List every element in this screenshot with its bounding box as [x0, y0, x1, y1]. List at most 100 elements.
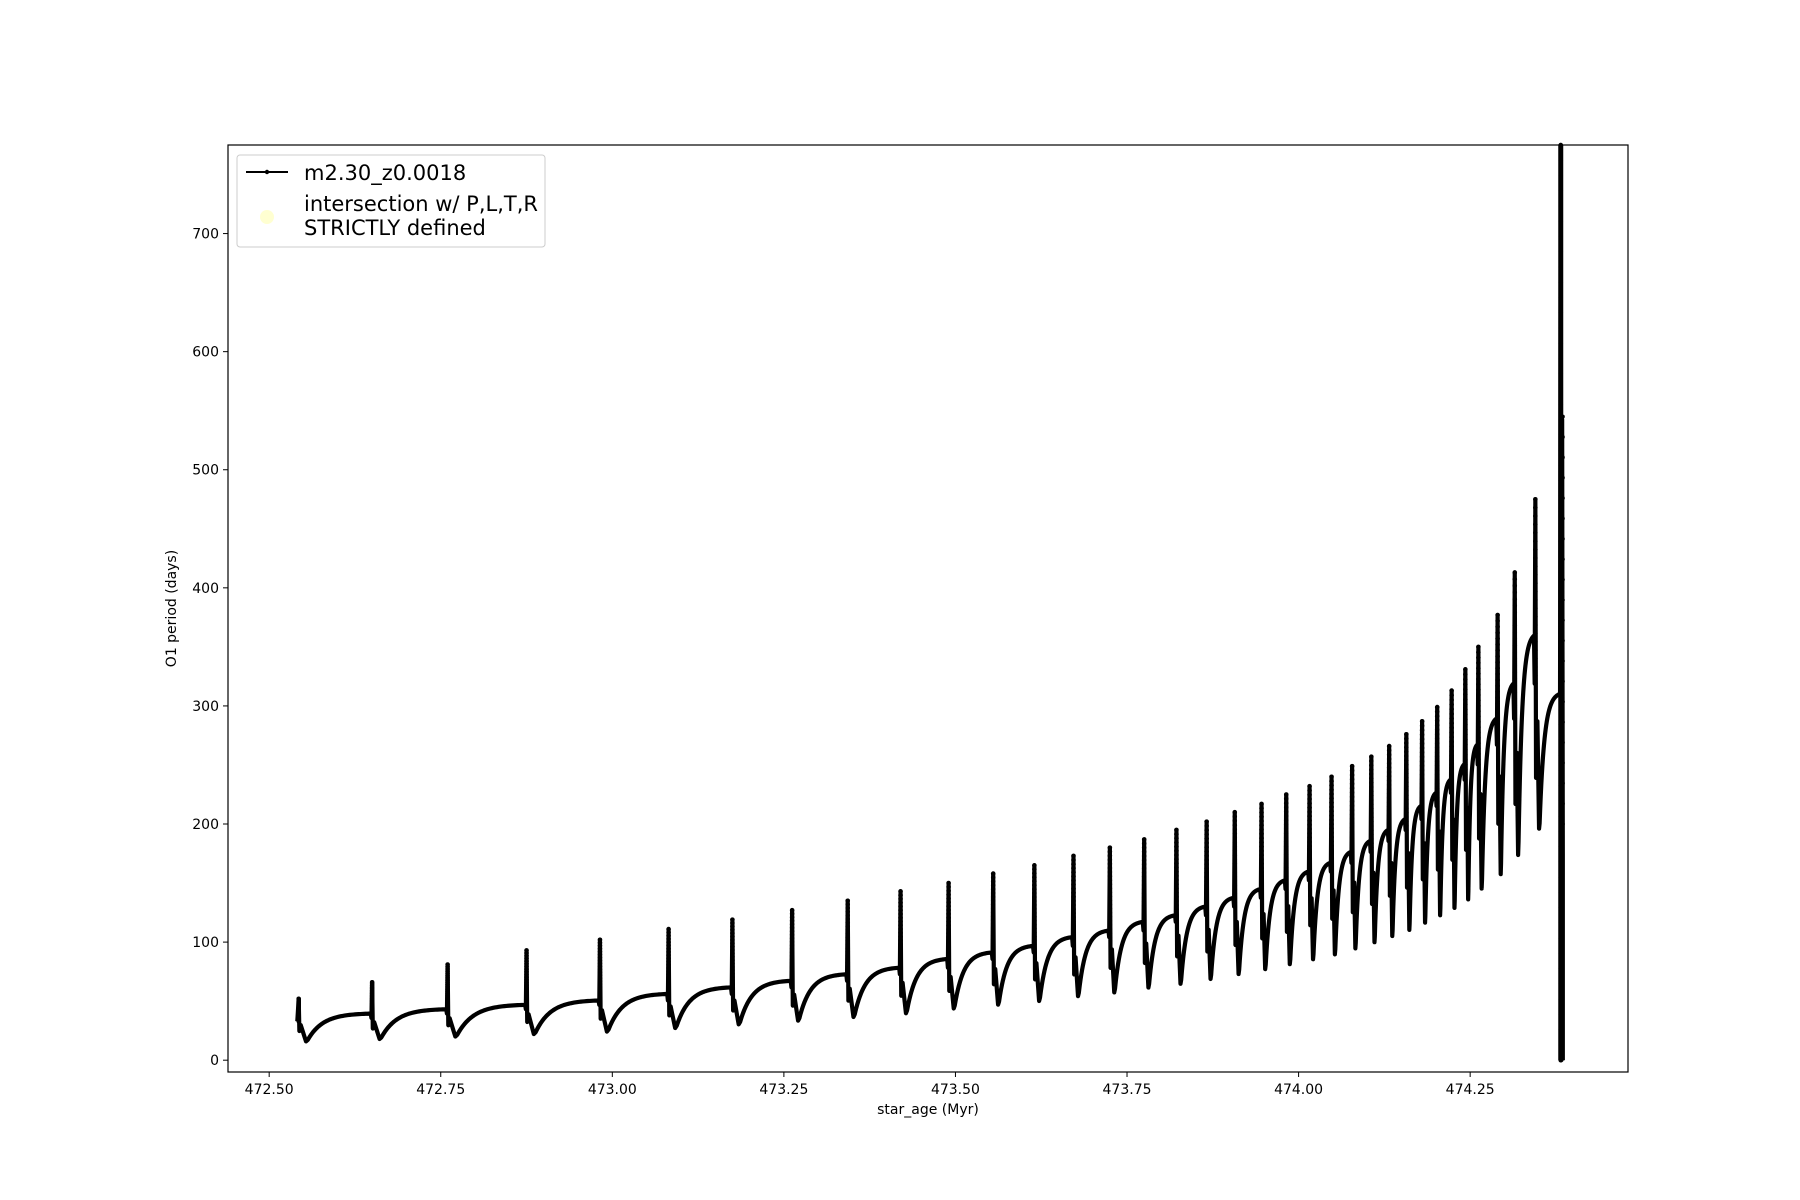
series-point	[730, 971, 735, 976]
series-point	[1404, 753, 1409, 759]
series-point	[1174, 865, 1179, 870]
series-point	[1349, 785, 1355, 791]
series-point	[1476, 746, 1481, 751]
series-point	[1560, 577, 1565, 582]
series-point	[1463, 757, 1468, 763]
series-point	[1349, 777, 1355, 782]
series-point	[990, 875, 996, 880]
series-point	[1558, 905, 1564, 910]
series-point	[1476, 649, 1481, 655]
series-point	[1560, 659, 1565, 664]
series-point	[1349, 842, 1355, 848]
series-point	[789, 925, 795, 931]
series-point	[1558, 356, 1564, 361]
series-point	[1533, 664, 1538, 670]
series-point	[1495, 636, 1500, 641]
series-point	[666, 926, 671, 932]
series-point	[1419, 767, 1425, 773]
y-tick-label: 0	[210, 1053, 219, 1069]
series-point	[1558, 463, 1564, 468]
series-point	[1329, 860, 1334, 866]
x-tick-label: 474.00	[1274, 1082, 1323, 1098]
series-point	[1329, 774, 1334, 780]
series-point	[1476, 676, 1481, 682]
series-point	[1174, 861, 1179, 866]
series-point	[1204, 823, 1209, 829]
series-point	[1404, 745, 1409, 750]
series-point	[730, 917, 735, 922]
series-point	[1204, 836, 1209, 841]
series-point	[1558, 402, 1564, 407]
series-point	[1512, 596, 1518, 602]
series-point	[1174, 869, 1179, 875]
series-point	[1449, 762, 1454, 768]
series-point	[990, 941, 996, 946]
series-point	[1283, 873, 1289, 879]
series-point	[1386, 769, 1392, 775]
series-point	[990, 956, 996, 962]
series-point	[1558, 829, 1564, 834]
series-point	[1141, 874, 1147, 879]
series-point	[789, 953, 795, 959]
series-point	[845, 971, 851, 976]
series-point	[1329, 808, 1334, 814]
series-point	[1533, 631, 1538, 636]
series-point	[1232, 848, 1238, 854]
series-point	[1533, 656, 1538, 661]
series-point	[1307, 826, 1312, 832]
series-point	[898, 945, 903, 951]
series-point	[1283, 843, 1289, 849]
series-point	[1558, 966, 1564, 971]
series-point	[1107, 845, 1113, 850]
series-point	[1463, 667, 1468, 672]
series-point	[1558, 1027, 1564, 1032]
series-point	[1107, 898, 1113, 903]
series-point	[1386, 778, 1392, 783]
series-point	[1259, 895, 1264, 901]
series-point	[1463, 767, 1468, 773]
legend-entry-model: m2.30_z0.0018	[304, 161, 466, 186]
series-point	[1259, 818, 1264, 824]
series-point	[789, 978, 795, 983]
series-point	[1283, 817, 1289, 823]
legend-intersection-swatch	[260, 210, 274, 224]
series-point	[1419, 727, 1425, 733]
series-point	[1560, 557, 1565, 562]
series-point	[1174, 886, 1179, 891]
series-point	[1369, 836, 1374, 842]
series-point	[1283, 830, 1289, 836]
series-point	[1071, 853, 1076, 859]
series-point	[1283, 826, 1289, 832]
series-point	[1463, 712, 1468, 717]
series-point	[1495, 724, 1500, 730]
series-point	[990, 882, 996, 888]
series-point	[1386, 804, 1392, 809]
series-point	[1107, 902, 1113, 907]
series-point	[1558, 935, 1564, 941]
series-point	[1434, 709, 1440, 714]
series-point	[946, 946, 951, 951]
series-point	[1386, 830, 1392, 835]
series-point	[1449, 739, 1454, 745]
series-line-m2.30_z0.0018	[295, 142, 1565, 1063]
series-point	[990, 898, 996, 904]
series-point	[1307, 873, 1312, 879]
series-point	[1449, 790, 1454, 796]
series-point	[1349, 772, 1355, 778]
series-point	[1495, 612, 1500, 618]
series-point	[1533, 564, 1538, 569]
series-point	[1329, 821, 1334, 827]
series-point	[1369, 806, 1374, 811]
series-point	[666, 962, 671, 968]
series-point	[1386, 817, 1392, 822]
series-point	[946, 915, 951, 920]
series-point	[1204, 819, 1209, 824]
series-point	[1386, 838, 1392, 844]
series-point	[1495, 618, 1500, 624]
series-point	[1495, 654, 1500, 659]
series-point	[1495, 742, 1500, 748]
series-point	[1307, 792, 1312, 798]
series-point	[1071, 882, 1076, 887]
series-point	[1204, 844, 1209, 850]
series-point	[1329, 813, 1334, 818]
